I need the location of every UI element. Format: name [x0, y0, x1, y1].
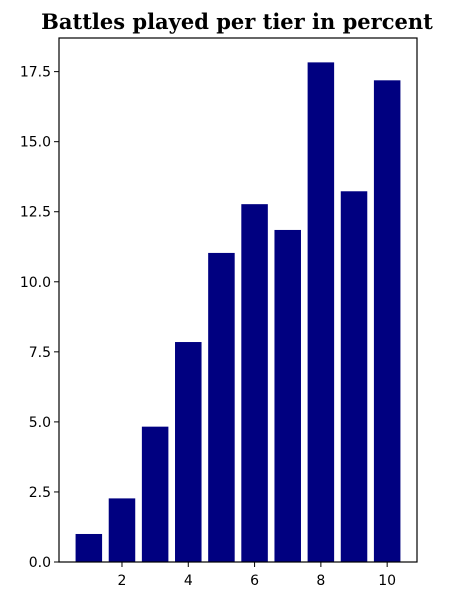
y-tick-label: 12.5	[20, 205, 51, 221]
bar-tier-1	[75, 533, 103, 562]
chart-title: Battles played per tier in percent	[41, 9, 433, 34]
x-tick-label: 4	[184, 573, 193, 589]
y-tick-label: 5.0	[29, 415, 51, 431]
bar-tier-8	[307, 62, 335, 563]
bar-tier-9	[340, 191, 368, 562]
bars-layer	[75, 62, 401, 563]
y-tick-label: 17.5	[20, 65, 51, 81]
x-tick-label: 8	[316, 573, 325, 589]
bar-tier-5	[208, 252, 235, 562]
y-tick-label: 10.0	[20, 275, 51, 291]
x-tick-label: 6	[250, 573, 259, 589]
bar-tier-3	[141, 426, 169, 562]
x-tick-label: 2	[118, 573, 127, 589]
x-tick-label: 10	[378, 573, 396, 589]
y-tick-label: 15.0	[20, 135, 51, 151]
y-axis: 0.0 2.5 5.0 7.5 10.0 12.5 15.0 17.5	[20, 65, 59, 571]
y-tick-label: 2.5	[29, 485, 51, 501]
bar-tier-2	[108, 498, 136, 562]
bar-tier-4	[175, 342, 202, 562]
bar-tier-6	[241, 204, 268, 562]
x-axis: 2 4 6 8 10	[118, 562, 396, 589]
y-tick-label: 7.5	[29, 345, 51, 361]
bar-tier-7	[274, 229, 301, 562]
y-tick-label: 0.0	[29, 555, 51, 571]
bar-tier-10	[373, 80, 401, 562]
plot-frame	[58, 37, 418, 563]
